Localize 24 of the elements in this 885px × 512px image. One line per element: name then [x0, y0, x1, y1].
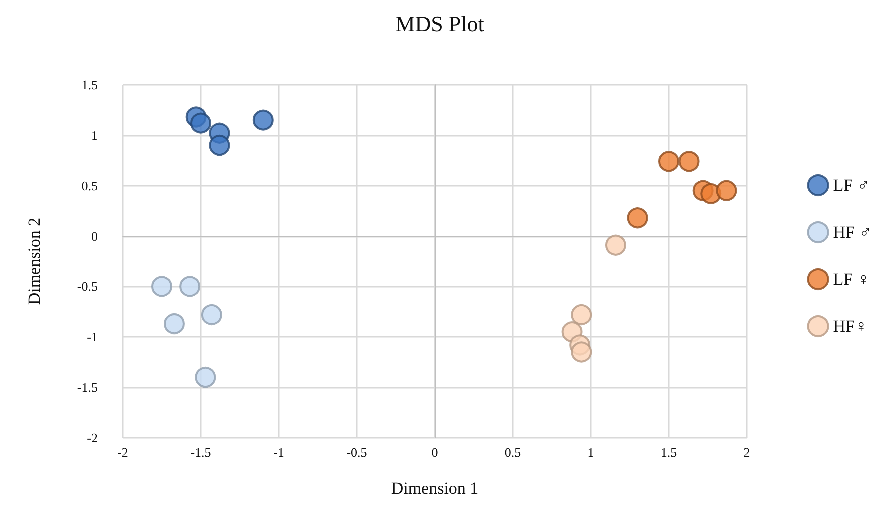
- y-tick-label: 1.5: [82, 78, 98, 92]
- legend-label: HF ♂: [833, 223, 872, 242]
- y-tick-label: -2: [87, 430, 98, 446]
- y-tick-label: -1: [87, 330, 98, 345]
- y-tick-label: 0: [92, 228, 98, 244]
- x-tick-label: 0: [432, 445, 438, 460]
- chart-title: MDS Plot: [396, 12, 484, 36]
- y-tick-label: -1.5: [77, 380, 98, 396]
- y-tick-label: 1: [92, 128, 98, 143]
- x-tick-label: -1.5: [190, 445, 212, 460]
- x-tick-label: 2: [744, 445, 750, 460]
- y-tick-label: 0.5: [82, 178, 98, 194]
- y-tick-label: -0.5: [77, 279, 98, 294]
- x-tick-label: 0.5: [504, 445, 522, 460]
- y-axis-title: Dimension 2: [25, 218, 44, 306]
- legend-label: HF♀: [833, 317, 868, 336]
- legend-label: LF ♂: [833, 176, 870, 195]
- x-tick-label: -0.5: [346, 445, 368, 460]
- legend-label: LF ♀: [833, 270, 870, 289]
- x-axis-title: Dimension 1: [391, 479, 479, 498]
- x-tick-label: -2: [118, 445, 128, 460]
- x-tick-label: 1: [588, 445, 594, 460]
- x-tick-label: -1: [274, 445, 284, 460]
- x-tick-label: 1.5: [660, 445, 678, 460]
